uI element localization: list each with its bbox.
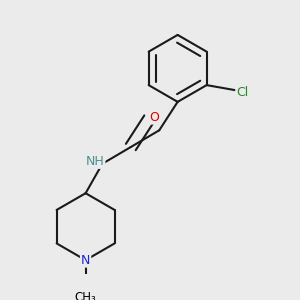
Text: CH₃: CH₃ [75, 291, 97, 300]
Text: O: O [149, 111, 159, 124]
Text: Cl: Cl [236, 86, 248, 99]
Text: NH: NH [86, 155, 104, 168]
Text: N: N [81, 254, 90, 267]
